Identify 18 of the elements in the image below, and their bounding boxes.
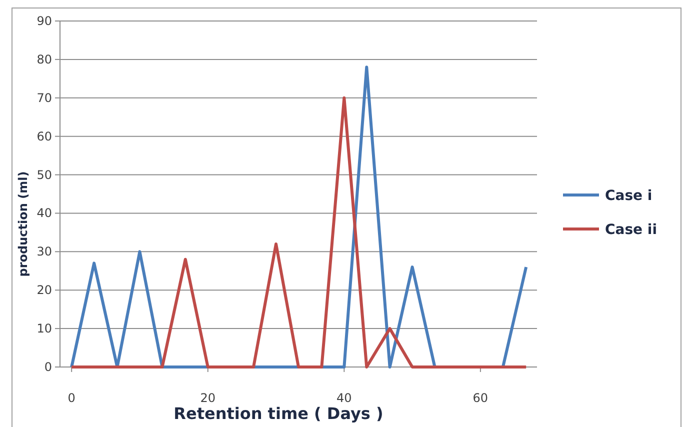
y-tick-label: 80 — [36, 52, 52, 66]
y-tick-label: 30 — [36, 244, 52, 259]
y-tick-label: 70 — [36, 90, 52, 105]
x-tick-label: 40 — [336, 391, 352, 405]
y-tick-label: 40 — [36, 206, 52, 220]
y-tick-label: 60 — [36, 129, 52, 144]
x-tick-label: 0 — [68, 391, 76, 405]
x-axis-title: Retention time ( Days ) — [174, 404, 384, 423]
x-tick-label: 20 — [200, 391, 216, 405]
y-tick-label: 10 — [36, 322, 52, 336]
y-tick-label: 20 — [36, 283, 52, 298]
x-tick-label: 60 — [472, 391, 488, 405]
legend-label: Case i — [605, 188, 652, 204]
y-tick-label: 50 — [36, 168, 52, 182]
legend-label: Case ii — [605, 222, 658, 238]
y-tick-label: 90 — [36, 14, 52, 28]
y-tick-label: 0 — [44, 360, 52, 374]
y-axis-title: production (ml) — [16, 171, 30, 277]
